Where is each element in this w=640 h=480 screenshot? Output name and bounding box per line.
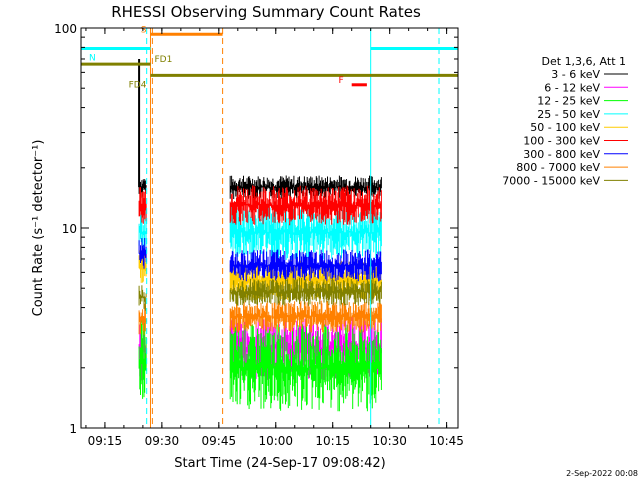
x-tick-label: 10:00 — [258, 434, 293, 448]
y-axis: 1 10 100 — [54, 22, 458, 436]
series-trace — [138, 303, 147, 335]
y-axis-label: Count Rate (s⁻¹ detector⁻¹) — [31, 140, 46, 317]
flag-label: S — [141, 25, 147, 35]
series-trace — [229, 204, 382, 261]
legend-label: 3 - 6 keV — [551, 68, 600, 81]
x-tick-label: 09:45 — [202, 434, 237, 448]
series-800-7000-kev — [138, 300, 382, 335]
x-tick-label: 09:15 — [88, 434, 123, 448]
legend-label: 12 - 25 keV — [537, 95, 600, 108]
timestamp-label: 2-Sep-2022 00:08 — [566, 469, 638, 478]
legend-label: 25 - 50 keV — [537, 108, 600, 121]
series-trace — [229, 277, 382, 306]
series-trace — [229, 249, 382, 282]
x-axis-label: Start Time (24-Sep-17 09:08:42) — [174, 456, 385, 471]
legend-label: 300 - 800 keV — [523, 148, 600, 161]
x-axis: 09:15 09:30 09:45 10:00 10:15 10:30 10:45 — [85, 28, 464, 448]
flag-label: FD1 — [154, 55, 172, 65]
plot-area: S N FD1 FD4 F — [80, 25, 458, 428]
x-tick-label: 09:30 — [145, 434, 180, 448]
x-tick-label: 10:45 — [429, 434, 464, 448]
y-tick-label: 10 — [62, 222, 77, 236]
legend-label: 100 - 300 keV — [523, 135, 600, 148]
legend-label: 800 - 7000 keV — [516, 161, 600, 174]
series-100-300-kev — [138, 185, 382, 226]
series-trace — [138, 238, 147, 269]
legend-label: 7000 - 15000 keV — [502, 174, 600, 187]
legend-title: Det 1,3,6, Att 1 — [542, 55, 626, 68]
chart-title: RHESSI Observing Summary Count Rates — [111, 3, 421, 21]
series-trace — [138, 316, 147, 399]
legend-label: 50 - 100 keV — [530, 121, 600, 134]
series-trace — [138, 187, 147, 224]
series-300-800-kev — [138, 238, 382, 282]
series-trace — [138, 285, 147, 311]
legend-label: 6 - 12 keV — [544, 81, 600, 94]
flag-label: FD4 — [129, 80, 147, 90]
y-tick-label: 1 — [69, 422, 77, 436]
series-trace — [229, 185, 382, 226]
series-12-25-kev — [138, 316, 382, 412]
flag-label: N — [89, 53, 96, 63]
series-7000-15000-kev — [138, 277, 382, 311]
series-trace — [229, 324, 382, 412]
y-tick-label: 100 — [54, 22, 77, 36]
flag-label: F — [339, 76, 344, 86]
series-25-50-kev — [138, 204, 382, 261]
x-tick-label: 10:15 — [315, 434, 350, 448]
x-tick-label: 10:30 — [372, 434, 407, 448]
series-trace — [229, 300, 382, 333]
